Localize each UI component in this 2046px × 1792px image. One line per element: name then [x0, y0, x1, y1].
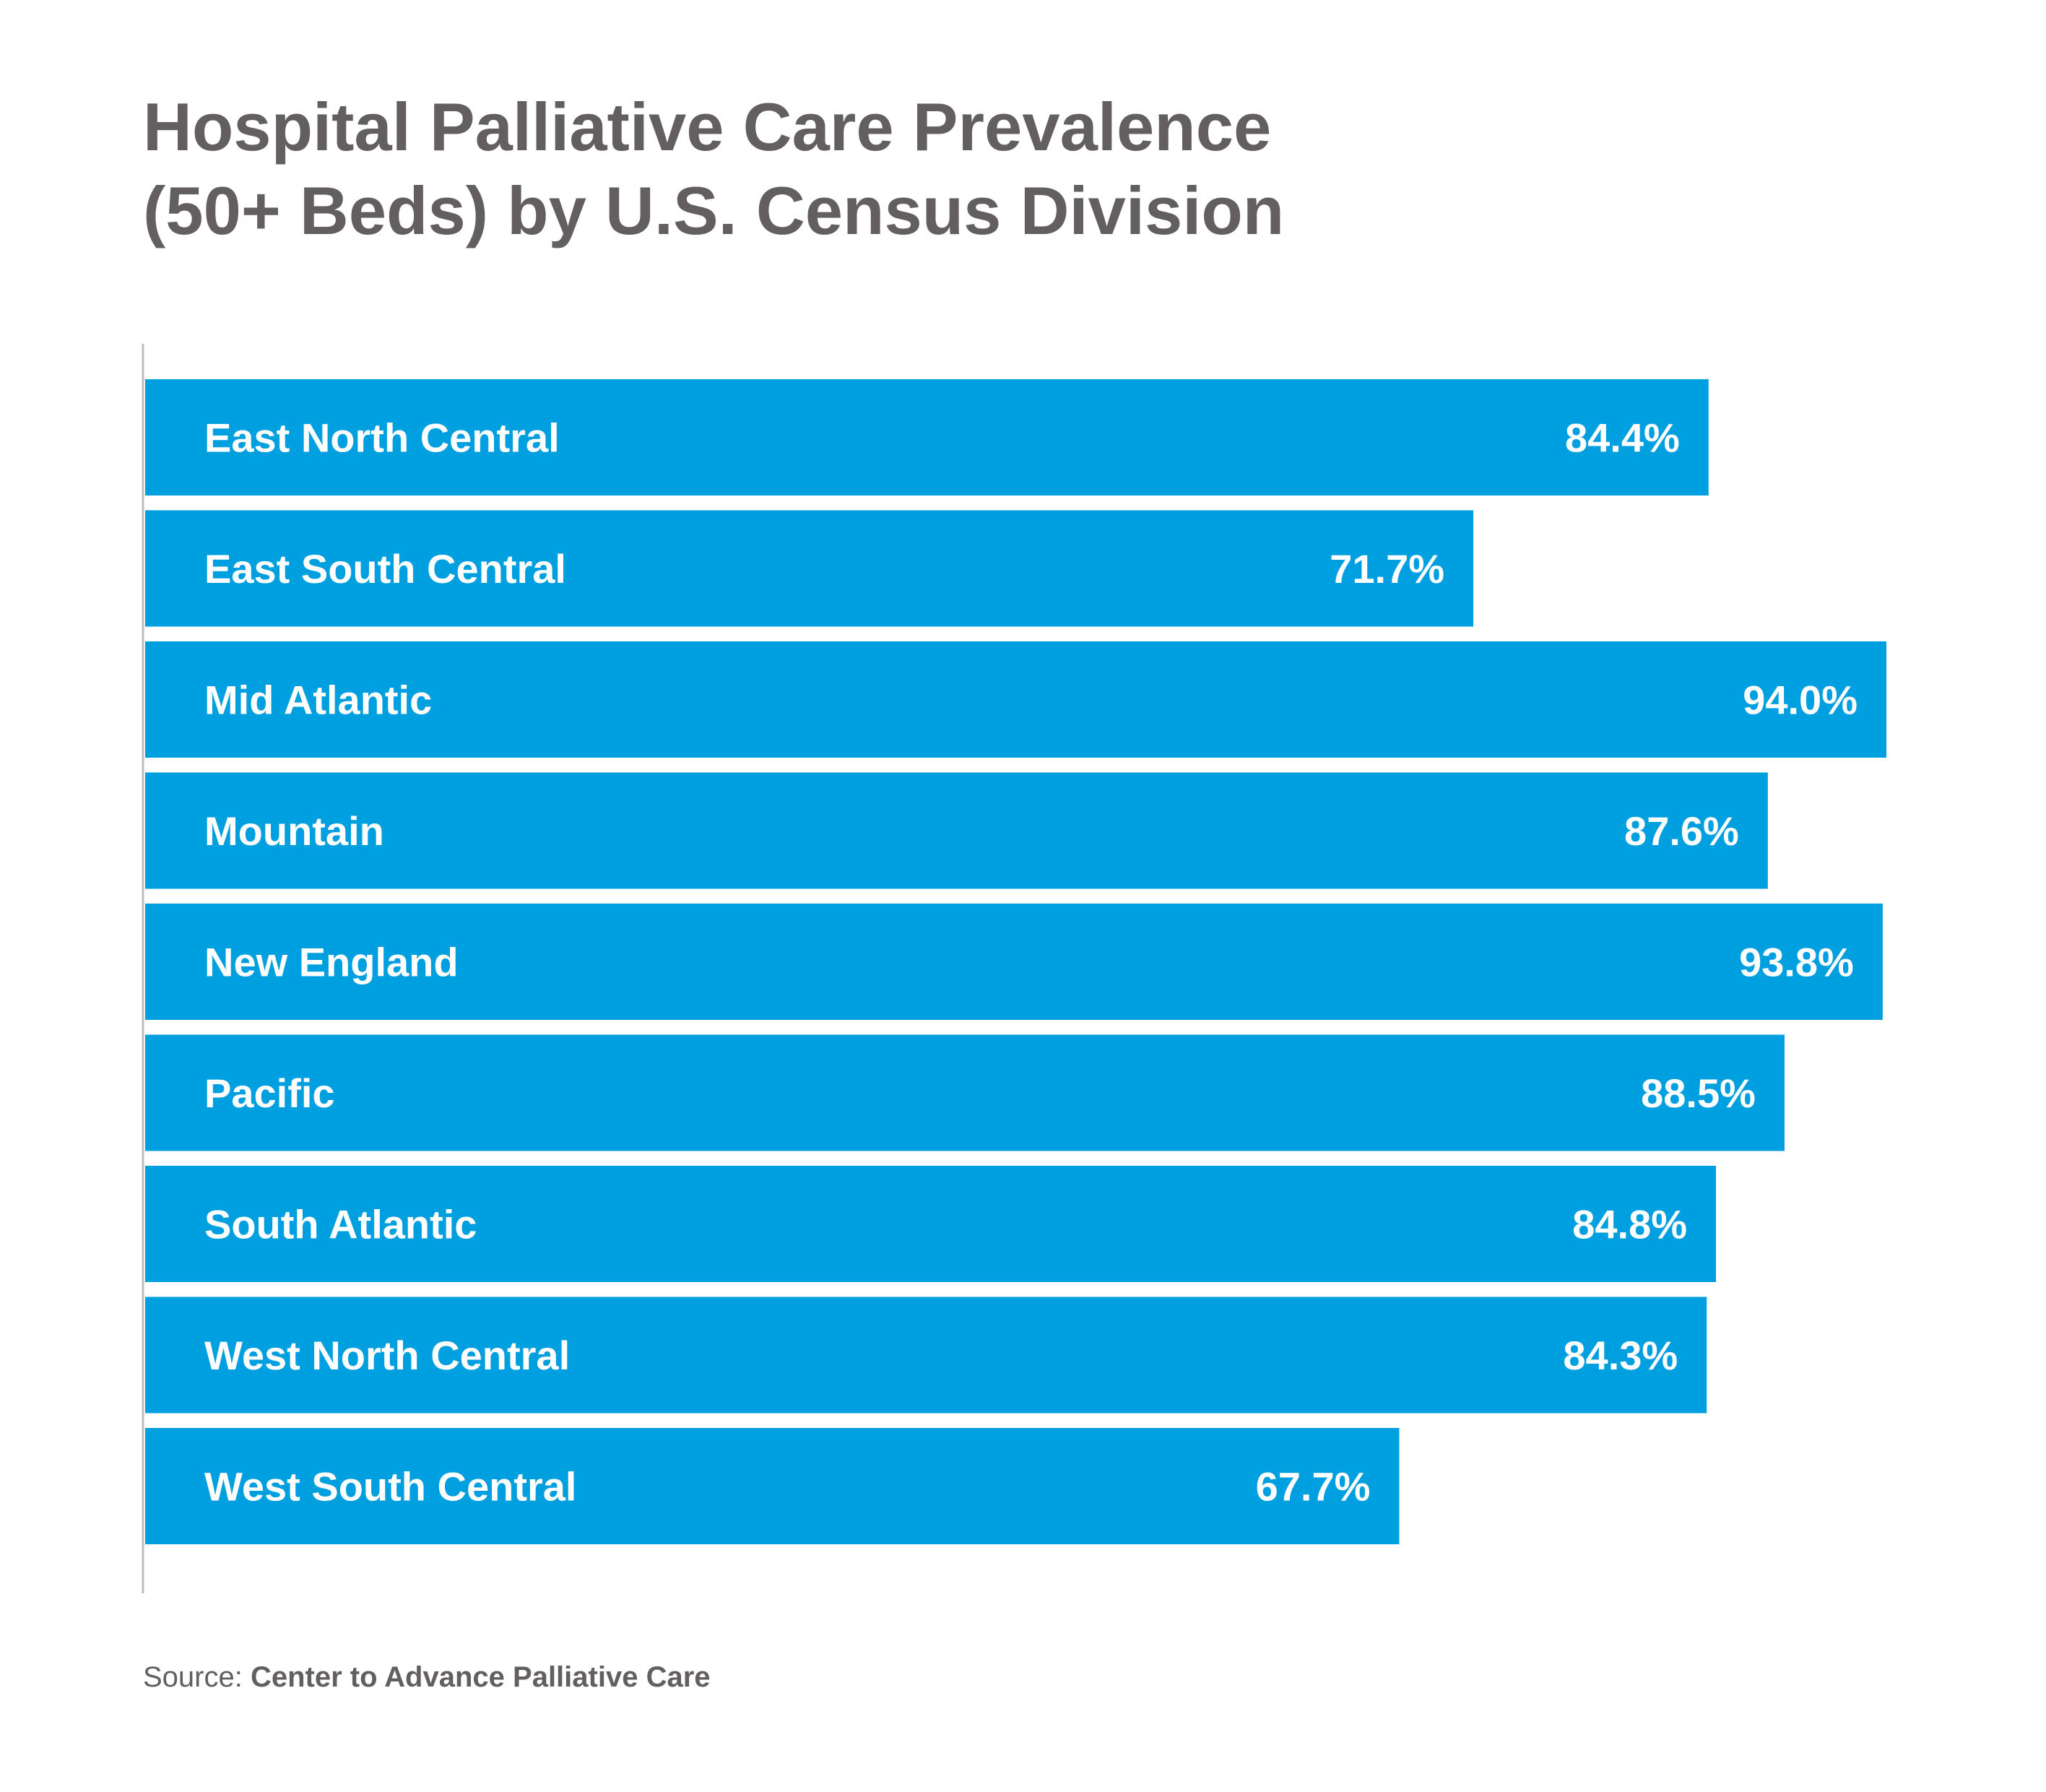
bar-group: Mid Atlantic 94.0%: [145, 641, 1886, 758]
value-label: 84.8%: [1572, 1202, 1687, 1247]
bar-group: East South Central 71.7%: [145, 510, 1474, 627]
chart-title-line-2: (50+ Beds) by U.S. Census Division: [143, 173, 1285, 248]
bar-group: West South Central 67.7%: [145, 1428, 1400, 1544]
value-label: 84.4%: [1565, 415, 1680, 461]
bar-group: Pacific 88.5%: [145, 1034, 1785, 1151]
chart-title: Hospital Palliative Care Prevalence (50+…: [143, 85, 1284, 253]
bar-group: West North Central 84.3%: [145, 1297, 1707, 1414]
bar: [145, 641, 1886, 758]
category-label: Mountain: [204, 808, 384, 854]
bar: [145, 772, 1768, 889]
bar-group: South Atlantic 84.8%: [145, 1166, 1717, 1282]
category-label: East South Central: [204, 546, 566, 592]
category-label: South Atlantic: [204, 1202, 477, 1247]
bar: [145, 510, 1474, 627]
bar: [145, 1166, 1717, 1282]
value-label: 88.5%: [1641, 1070, 1756, 1116]
bar-group: Mountain 87.6%: [145, 772, 1768, 889]
category-label: Pacific: [204, 1070, 335, 1116]
value-label: 94.0%: [1743, 678, 1858, 723]
source-prefix: Source:: [143, 1661, 251, 1693]
source-note: Source: Center to Advance Palliative Car…: [143, 1661, 711, 1694]
bar: [145, 1297, 1707, 1414]
bar: [145, 1034, 1785, 1151]
value-label: 93.8%: [1739, 940, 1854, 985]
value-label: 67.7%: [1256, 1464, 1371, 1510]
category-label: West North Central: [204, 1333, 570, 1378]
category-label: New England: [204, 940, 459, 985]
value-label: 84.3%: [1563, 1333, 1678, 1378]
bar: [145, 379, 1709, 495]
value-label: 71.7%: [1330, 546, 1444, 592]
value-label: 87.6%: [1624, 808, 1739, 854]
chart-title-line-1: Hospital Palliative Care Prevalence: [143, 89, 1272, 165]
category-label: Mid Atlantic: [204, 678, 432, 723]
source-name: Center to Advance Palliative Care: [250, 1661, 711, 1693]
bar: [145, 1428, 1400, 1544]
bar-group: New England 93.8%: [145, 904, 1883, 1020]
category-label: East North Central: [204, 415, 560, 461]
category-label: West South Central: [204, 1464, 576, 1510]
bar: [145, 904, 1883, 1020]
bar-group: East North Central 84.4%: [145, 379, 1709, 495]
